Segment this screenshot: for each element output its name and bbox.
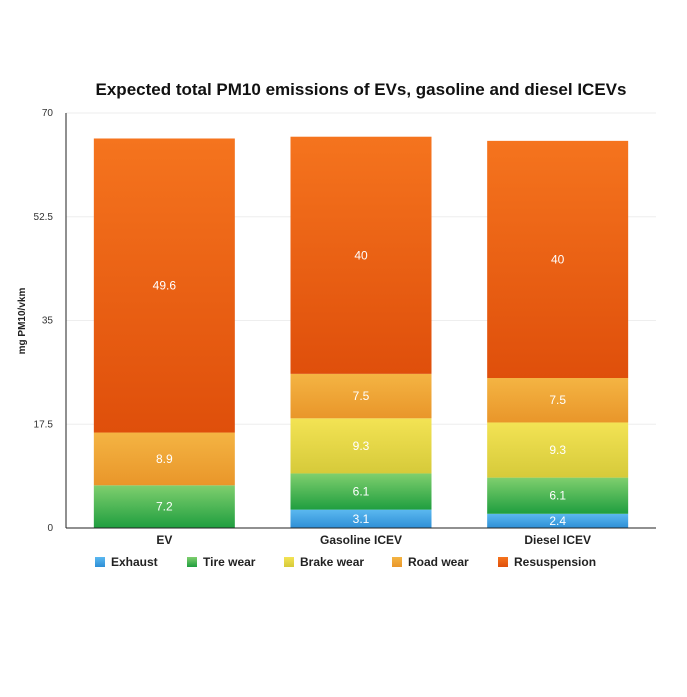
- legend-label: Tire wear: [203, 555, 256, 569]
- data-label: 40: [551, 252, 565, 266]
- bar-segment: [487, 477, 629, 514]
- legend-item: Resuspension: [498, 555, 596, 569]
- legend-label: Brake wear: [300, 555, 364, 569]
- legend-swatch: [498, 557, 508, 567]
- data-label: 3.1: [353, 512, 370, 526]
- bar-segment: [290, 136, 432, 374]
- legend-item: Road wear: [392, 555, 469, 569]
- bar-segment: [487, 140, 629, 379]
- legend-swatch: [392, 557, 402, 567]
- legend-item: Brake wear: [284, 555, 364, 569]
- legend-label: Resuspension: [514, 555, 596, 569]
- bar-segment: [93, 485, 235, 528]
- data-label: 9.3: [353, 439, 370, 453]
- data-label: 40: [354, 248, 368, 262]
- data-label: 7.5: [549, 393, 566, 407]
- data-label: 6.1: [353, 485, 370, 499]
- data-label: 49.6: [153, 279, 177, 293]
- data-label: 7.2: [156, 500, 173, 514]
- legend-label: Road wear: [408, 555, 469, 569]
- y-axis-label: mg PM10/vkm: [17, 288, 28, 355]
- bar-segment: [290, 373, 432, 419]
- x-tick-label: EV: [156, 533, 172, 547]
- bar-segment: [487, 378, 629, 423]
- legend-swatch: [95, 557, 105, 567]
- bar-segment: [290, 473, 432, 510]
- data-label: 2.4: [549, 514, 566, 528]
- data-label: 6.1: [549, 489, 566, 503]
- x-tick-label: Diesel ICEV: [524, 533, 591, 547]
- chart-title: Expected total PM10 emissions of EVs, ga…: [96, 80, 627, 99]
- data-label: 7.5: [353, 389, 370, 403]
- bar-segment: [290, 418, 432, 474]
- y-tick-label: 0: [47, 523, 53, 534]
- y-tick-label: 35: [42, 316, 54, 327]
- x-tick-label: Gasoline ICEV: [320, 533, 402, 547]
- bar-segment: [93, 432, 235, 486]
- bar-segment: [487, 513, 629, 528]
- bar-segment: [290, 509, 432, 528]
- bar-segment: [93, 138, 235, 433]
- legend-label: Exhaust: [111, 555, 158, 569]
- legend-swatch: [187, 557, 197, 567]
- legend-item: Exhaust: [95, 555, 158, 569]
- data-label: 8.9: [156, 452, 173, 466]
- legend-item: Tire wear: [187, 555, 256, 569]
- legend-swatch: [284, 557, 294, 567]
- y-tick-label: 70: [42, 108, 54, 119]
- bar-segment: [487, 422, 629, 478]
- y-tick-label: 17.5: [34, 419, 54, 430]
- y-tick-label: 52.5: [34, 212, 54, 223]
- data-label: 9.3: [549, 443, 566, 457]
